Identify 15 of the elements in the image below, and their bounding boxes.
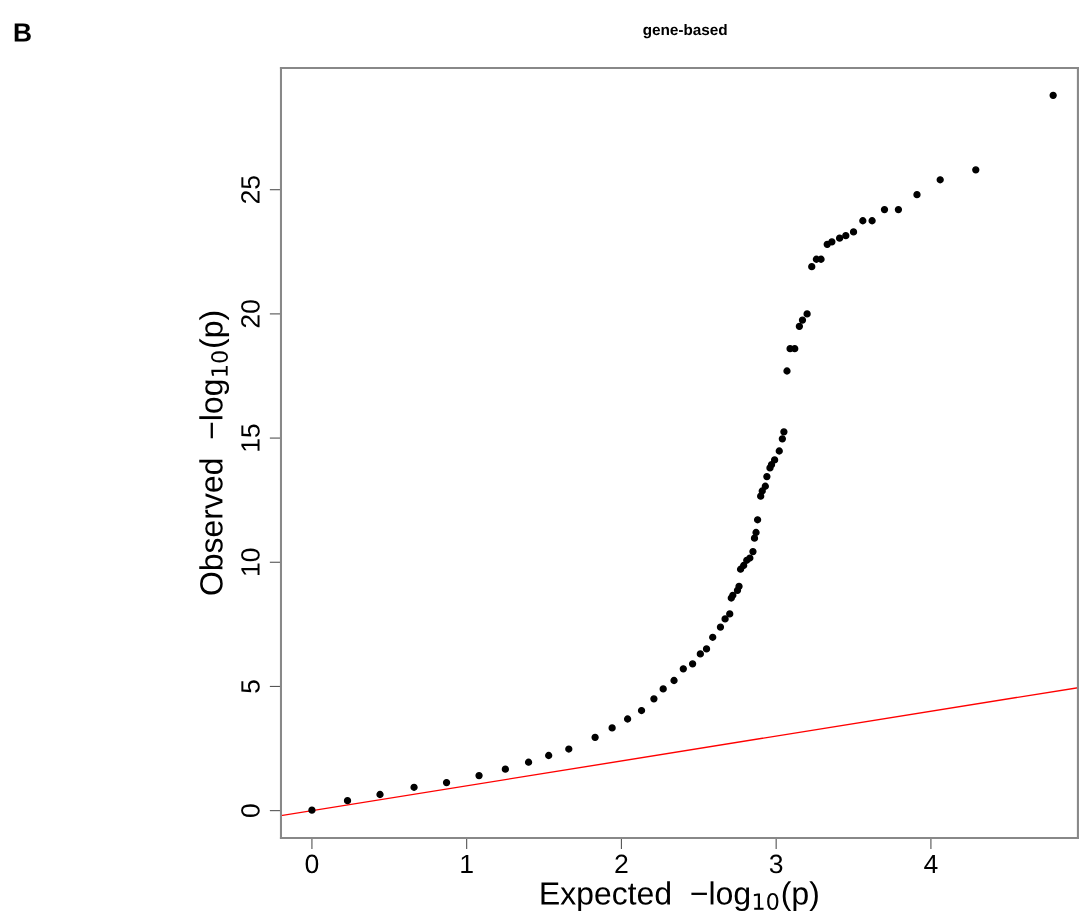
x-tick-label: 0 [305, 854, 319, 874]
y-axis-title: Observed −log$_{10}$(p) [199, 311, 230, 595]
y-tick-label: 15 [241, 424, 260, 451]
y-tick-label: 20 [241, 300, 260, 328]
x-tick-label: 2 [615, 854, 628, 874]
y-tick-label: 10 [241, 548, 260, 575]
y-tick-label: 0 [241, 804, 260, 817]
y-tick-label: 25 [241, 176, 260, 204]
chart-title: gene-based [643, 23, 727, 39]
x-tick-label: 1 [461, 854, 473, 874]
x-tick-label: 4 [924, 854, 938, 874]
y-tick-label: 5 [241, 680, 260, 693]
x-axis-title: Expected −log$_{10}$(p) [541, 881, 818, 912]
x-tick-label: 3 [769, 854, 783, 874]
text: B [14, 23, 31, 42]
